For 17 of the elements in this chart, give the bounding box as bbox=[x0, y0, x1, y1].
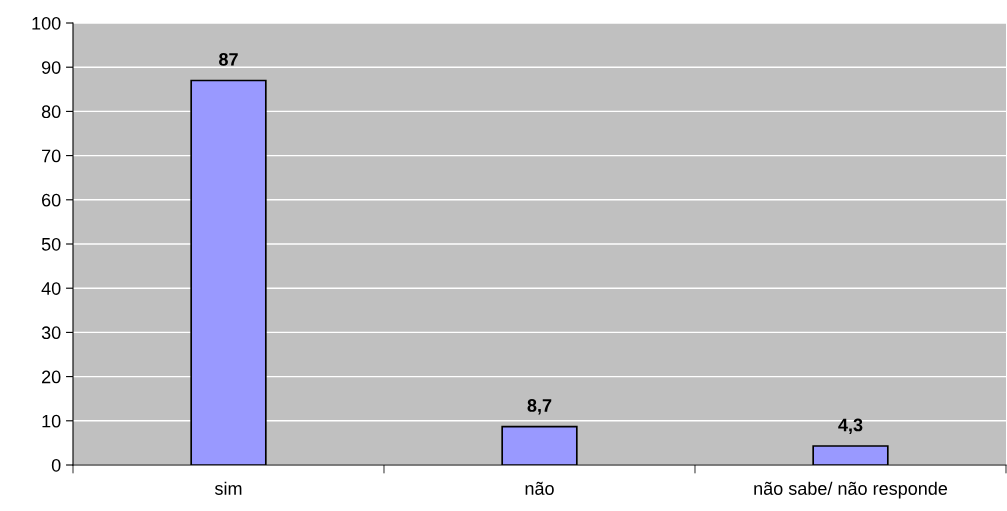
y-tick-label: 80 bbox=[41, 105, 61, 119]
y-tick-label: 100 bbox=[32, 16, 61, 30]
y-tick-label: 0 bbox=[51, 458, 61, 472]
data-label: 8,7 bbox=[527, 399, 552, 415]
x-tick-label: sim bbox=[214, 481, 242, 495]
y-tick-label: 50 bbox=[41, 237, 61, 251]
y-tick-label: 10 bbox=[42, 414, 61, 428]
x-tick-label: não sabe/ não responde bbox=[754, 481, 948, 499]
y-tick-label: 70 bbox=[42, 149, 61, 163]
y-tick-label: 60 bbox=[42, 193, 61, 207]
data-label: 87 bbox=[219, 52, 238, 66]
y-tick-label: 30 bbox=[41, 326, 61, 340]
data-label: 4,3 bbox=[838, 418, 863, 434]
y-tick-label: 40 bbox=[41, 282, 61, 295]
x-tick-label: não bbox=[525, 481, 554, 495]
y-tick-label: 20 bbox=[42, 370, 61, 384]
y-tick-label: 90 bbox=[41, 61, 61, 74]
